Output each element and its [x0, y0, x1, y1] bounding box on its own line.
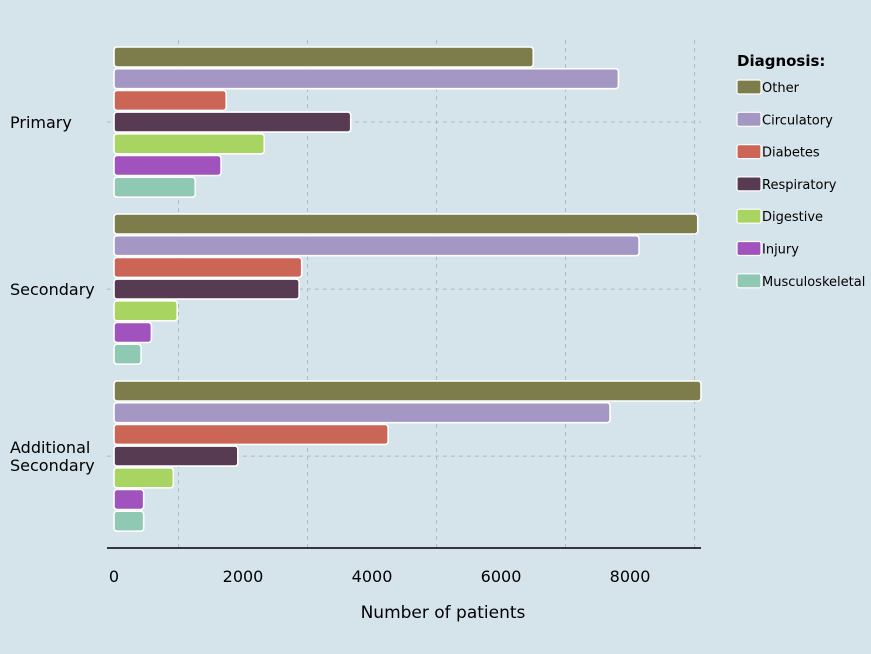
legend-key-other	[736, 79, 762, 95]
bar-additional-secondary-other	[113, 380, 702, 402]
x-tick-labels: 0 2000 4000 6000 8000	[109, 567, 650, 586]
x-axis-title: Number of patients	[361, 603, 526, 623]
bar-secondary-other	[113, 213, 699, 235]
bar-additional-secondary-digestive	[113, 466, 175, 489]
y-category-label: Primary	[10, 113, 72, 132]
bar-primary-musculoskeletal	[113, 176, 197, 198]
legend-key-musculoskeletal	[736, 273, 762, 289]
bar-primary-digestive	[113, 133, 266, 155]
legend-key-circulatory	[736, 111, 762, 127]
legend-label-respiratory: Respiratory	[762, 178, 837, 193]
legend-key-diabetes	[736, 144, 762, 160]
legend-label-digestive: Digestive	[762, 210, 823, 225]
x-tick-label: 2000	[223, 567, 264, 586]
y-category-label: Secondary	[10, 280, 95, 299]
bar-primary-injury	[113, 154, 222, 177]
bar-additional-secondary-respiratory	[113, 445, 239, 467]
bar-additional-secondary-injury	[113, 488, 145, 511]
bar-additional-secondary-diabetes	[113, 423, 389, 446]
bar-primary-respiratory	[113, 111, 352, 133]
x-tick-label: 0	[109, 567, 119, 586]
legend-title: Diagnosis:	[737, 52, 825, 70]
legend-key-digestive	[736, 208, 762, 224]
legend: Diagnosis: Other Circulatory Diabetes Respi…	[736, 52, 865, 290]
legend-key-respiratory	[736, 176, 762, 192]
bar-secondary-digestive	[113, 299, 179, 322]
legend-key-injury	[736, 240, 762, 257]
legend-label-musculoskeletal: Musculoskeletal	[762, 275, 865, 290]
bar-primary-other	[113, 46, 535, 68]
x-tick-label: 6000	[481, 567, 522, 586]
legend-label-injury: Injury	[762, 243, 799, 258]
y-category-label: Secondary	[10, 456, 95, 475]
bar-additional-secondary-musculoskeletal	[113, 510, 145, 533]
bar-secondary-injury	[113, 321, 153, 344]
y-category-label: Additional	[10, 438, 90, 457]
x-tick-label: 8000	[610, 567, 651, 586]
legend-label-other: Other	[762, 81, 800, 96]
bar-secondary-diabetes	[113, 256, 303, 279]
bar-primary-diabetes	[113, 89, 228, 112]
bar-additional-secondary-circulatory	[113, 401, 611, 424]
bar-primary-circulatory	[113, 67, 620, 90]
bars-layer	[113, 46, 702, 533]
bar-secondary-circulatory	[113, 234, 640, 257]
bar-secondary-musculoskeletal	[113, 343, 142, 366]
legend-label-circulatory: Circulatory	[762, 113, 833, 128]
x-tick-label: 4000	[352, 567, 393, 586]
legend-label-diabetes: Diabetes	[762, 146, 820, 161]
bar-secondary-respiratory	[113, 278, 300, 300]
